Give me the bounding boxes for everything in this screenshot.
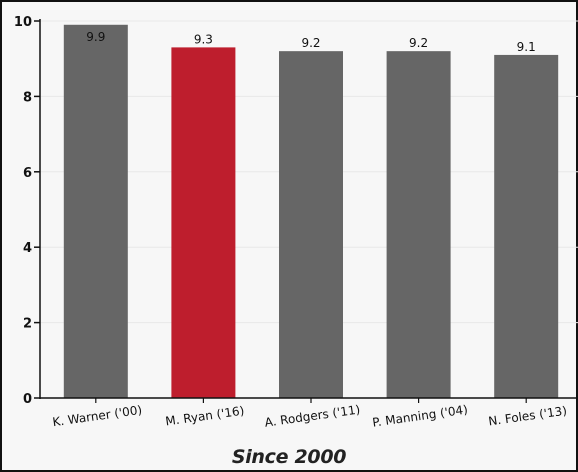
x-tick-label: M. Ryan ('16): [165, 404, 246, 429]
bar: [494, 54, 559, 399]
x-axis: K. Warner ('00) M. Ryan ('16) A. Rodgers (…: [40, 397, 578, 430]
x-tick-label: N. Foles ('13): [487, 404, 567, 429]
value-label: 9.9: [86, 30, 105, 44]
y-axis: 0 2 4 6 8 10: [14, 15, 41, 407]
y-tick-label: 0: [23, 392, 32, 407]
y-tick-label: 2: [23, 317, 32, 332]
bar-chart: 0 2 4 6 8 10 9.9 9.3 9.2 9.2 9.1 K. Warner ('00) M…: [14, 15, 578, 430]
value-label: 9.3: [194, 32, 213, 46]
y-tick-label: 10: [14, 15, 32, 30]
x-tick-label: A. Rodgers ('11): [264, 402, 361, 429]
value-label: 9.2: [301, 36, 320, 50]
bar: [63, 24, 128, 399]
y-tick-label: 6: [23, 166, 32, 181]
bars: 9.9 9.3 9.2 9.2 9.1: [63, 24, 559, 399]
value-label: 9.1: [517, 40, 536, 54]
x-tick-label: K. Warner ('00): [52, 403, 143, 429]
x-tick-label: P. Manning ('04): [371, 402, 468, 429]
y-tick-label: 4: [23, 241, 32, 256]
bar: [386, 51, 451, 398]
value-label: 9.2: [409, 36, 428, 50]
chart-title: Since 2000: [231, 446, 347, 468]
y-tick-label: 8: [23, 90, 32, 105]
bar: [279, 51, 343, 398]
bar: [171, 47, 236, 398]
